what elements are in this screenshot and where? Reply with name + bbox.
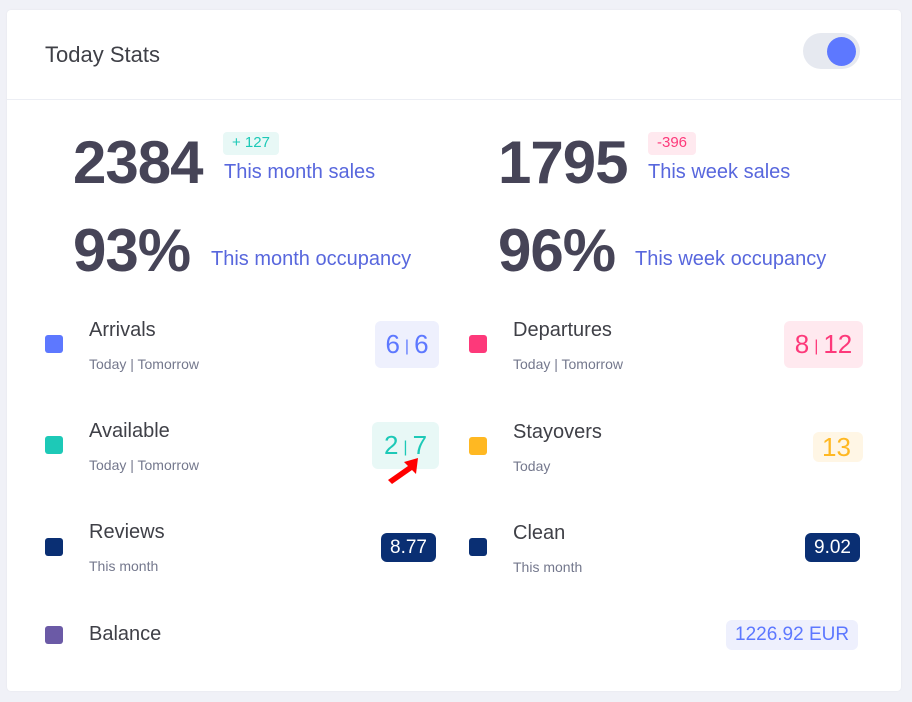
balance-value: 1226.92 EUR bbox=[726, 620, 859, 650]
available-tomorrow: 7 bbox=[412, 430, 428, 460]
departures-square-icon bbox=[469, 335, 487, 353]
departures-tomorrow: 12 bbox=[823, 329, 853, 359]
week-occupancy-value: 96% bbox=[498, 217, 616, 284]
available-value: 2 | 7 bbox=[372, 422, 439, 469]
available-sub: Today | Tomorrow bbox=[89, 457, 199, 473]
reviews-label: Reviews bbox=[89, 521, 165, 543]
week-sales-label: This week sales bbox=[648, 161, 791, 183]
month-sales-delta: + 127 bbox=[223, 132, 279, 155]
separator: | bbox=[814, 337, 819, 355]
arrivals-tomorrow: 6 bbox=[414, 329, 429, 359]
stayovers-label: Stayovers bbox=[513, 421, 602, 443]
departures-label: Departures bbox=[513, 319, 612, 341]
departures-value: 8 | 12 bbox=[784, 321, 863, 368]
stayovers-sub: Today bbox=[513, 458, 551, 474]
reviews-value: 8.77 bbox=[381, 533, 436, 562]
stayovers-square-icon bbox=[469, 437, 487, 455]
week-sales-value: 1795 bbox=[498, 129, 628, 196]
reviews-sub: This month bbox=[89, 558, 159, 574]
stayovers-value: 13 bbox=[813, 432, 863, 462]
available-square-icon bbox=[45, 436, 63, 454]
clean-value: 9.02 bbox=[805, 533, 860, 562]
balance-square-icon bbox=[45, 626, 63, 644]
arrivals-value: 6 | 6 bbox=[375, 321, 439, 368]
balance-label: Balance bbox=[89, 623, 162, 645]
toggle-knob bbox=[827, 37, 856, 66]
arrivals-square-icon bbox=[45, 335, 63, 353]
arrivals-today: 6 bbox=[385, 329, 400, 359]
pointer-arrow-icon bbox=[388, 458, 418, 484]
reviews-square-icon bbox=[45, 538, 63, 556]
available-label: Available bbox=[89, 420, 170, 442]
card-header: Today Stats bbox=[7, 10, 901, 100]
departures-today: 8 bbox=[794, 329, 810, 359]
week-sales-delta: -396 bbox=[648, 132, 697, 155]
today-stats-card: Today Stats bbox=[7, 10, 901, 691]
month-occupancy-label: This month occupancy bbox=[211, 248, 412, 270]
week-occupancy-label: This week occupancy bbox=[635, 248, 827, 270]
separator: | bbox=[404, 337, 410, 355]
clean-label: Clean bbox=[513, 522, 566, 544]
clean-square-icon bbox=[469, 538, 487, 556]
separator: | bbox=[403, 438, 408, 456]
month-sales-value: 2384 bbox=[73, 129, 203, 196]
arrivals-label: Arrivals bbox=[89, 319, 156, 341]
card-title: Today Stats bbox=[45, 42, 160, 67]
month-occupancy-value: 93% bbox=[73, 217, 191, 284]
arrivals-sub: Today | Tomorrow bbox=[89, 356, 199, 372]
available-today: 2 bbox=[383, 430, 399, 460]
month-sales-label: This month sales bbox=[224, 161, 376, 183]
clean-sub: This month bbox=[513, 559, 583, 575]
toggle-switch[interactable] bbox=[803, 33, 860, 69]
departures-sub: Today | Tomorrow bbox=[513, 356, 623, 372]
